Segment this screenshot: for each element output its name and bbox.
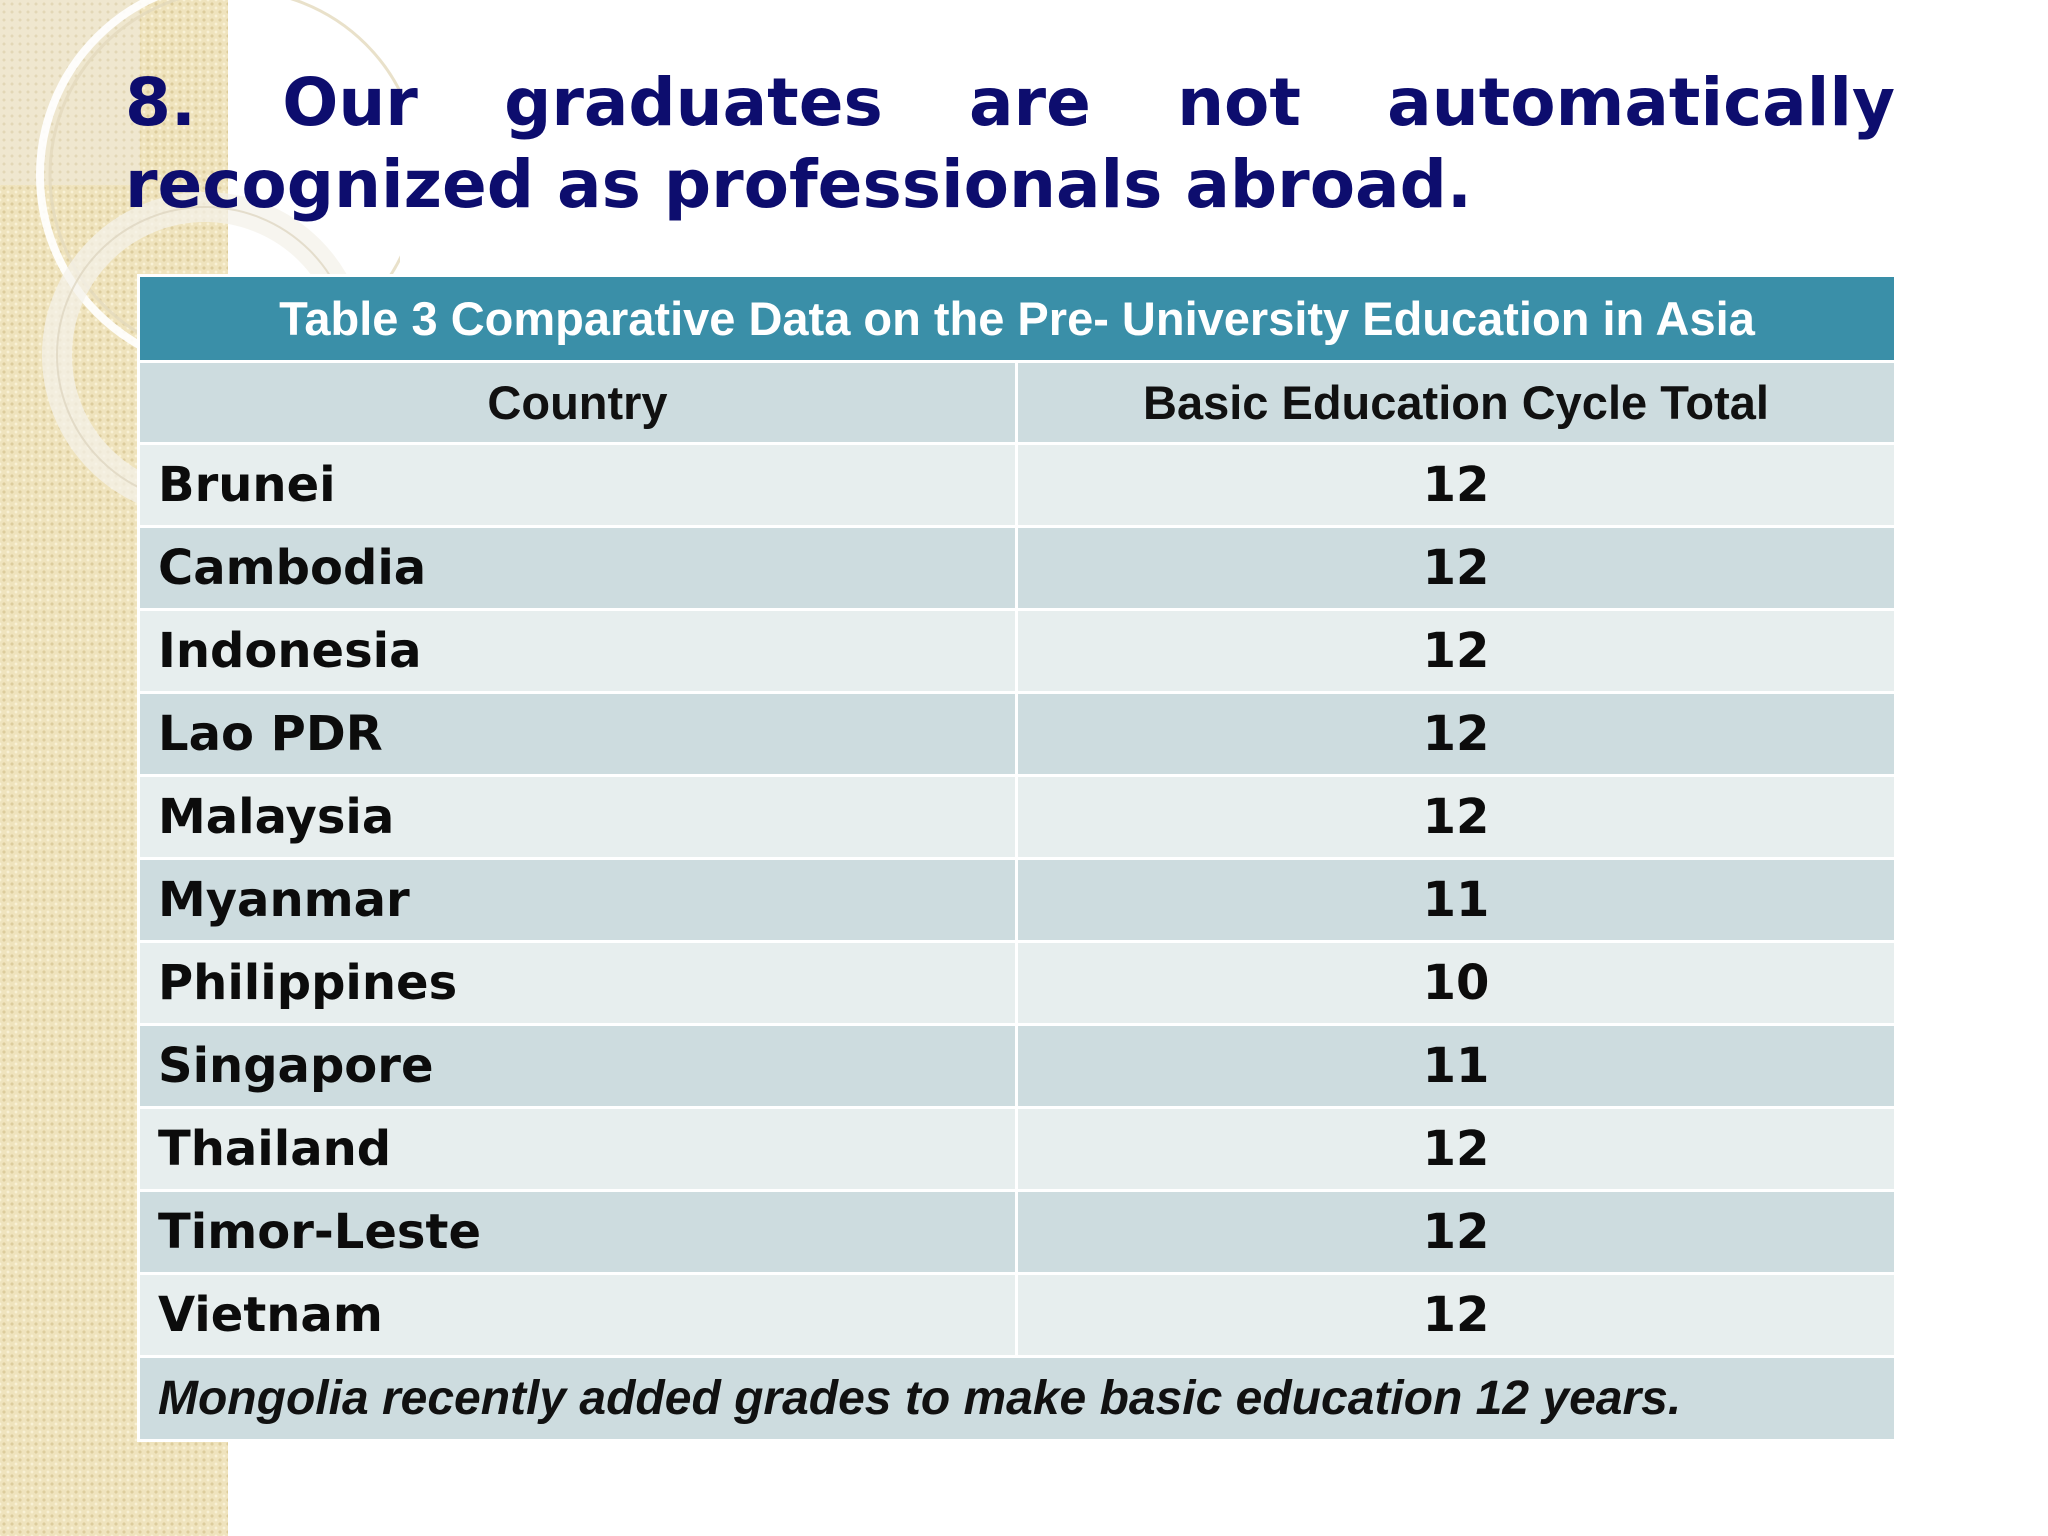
country-cell: Vietnam <box>137 1272 1018 1358</box>
column-header-cycle-total: Basic Education Cycle Total <box>1014 360 1898 445</box>
table-row: Malaysia 12 <box>137 774 1898 860</box>
comparison-table: Table 3 Comparative Data on the Pre- Uni… <box>136 274 1898 1442</box>
slide-title: 8. Our graduates are not automatically r… <box>125 64 1895 223</box>
column-header-country: Country <box>137 360 1018 445</box>
table-row: Philippines 10 <box>137 940 1898 1026</box>
country-cell: Indonesia <box>137 608 1018 694</box>
table-caption: Table 3 Comparative Data on the Pre- Uni… <box>136 274 1898 363</box>
cycle-total-cell: 12 <box>1014 1106 1898 1192</box>
cycle-total-cell: 12 <box>1014 1272 1898 1358</box>
table-row: Timor-Leste 12 <box>137 1189 1898 1275</box>
country-cell: Philippines <box>137 940 1018 1026</box>
decorative-corner-panel <box>0 0 140 185</box>
cycle-total-cell: 12 <box>1014 525 1898 611</box>
country-cell: Timor-Leste <box>137 1189 1018 1275</box>
cycle-total-cell: 12 <box>1014 691 1898 777</box>
country-cell: Lao PDR <box>137 691 1018 777</box>
cycle-total-cell: 12 <box>1014 608 1898 694</box>
cycle-total-cell: 10 <box>1014 940 1898 1026</box>
country-cell: Thailand <box>137 1106 1018 1192</box>
cycle-total-cell: 12 <box>1014 774 1898 860</box>
country-cell: Cambodia <box>137 525 1018 611</box>
country-cell: Myanmar <box>137 857 1018 943</box>
country-cell: Singapore <box>137 1023 1018 1109</box>
table-footnote: Mongolia recently added grades to make b… <box>136 1355 1898 1442</box>
cycle-total-cell: 12 <box>1014 442 1898 528</box>
table-row: Vietnam 12 <box>137 1272 1898 1358</box>
country-cell: Malaysia <box>137 774 1018 860</box>
table-row: Myanmar 11 <box>137 857 1898 943</box>
cycle-total-cell: 11 <box>1014 857 1898 943</box>
table-row: Singapore 11 <box>137 1023 1898 1109</box>
table-row: Lao PDR 12 <box>137 691 1898 777</box>
table-row: Brunei 12 <box>137 442 1898 528</box>
table-row: Thailand 12 <box>137 1106 1898 1192</box>
table-row: Indonesia 12 <box>137 608 1898 694</box>
cycle-total-cell: 12 <box>1014 1189 1898 1275</box>
table-row: Cambodia 12 <box>137 525 1898 611</box>
cycle-total-cell: 11 <box>1014 1023 1898 1109</box>
country-cell: Brunei <box>137 442 1018 528</box>
